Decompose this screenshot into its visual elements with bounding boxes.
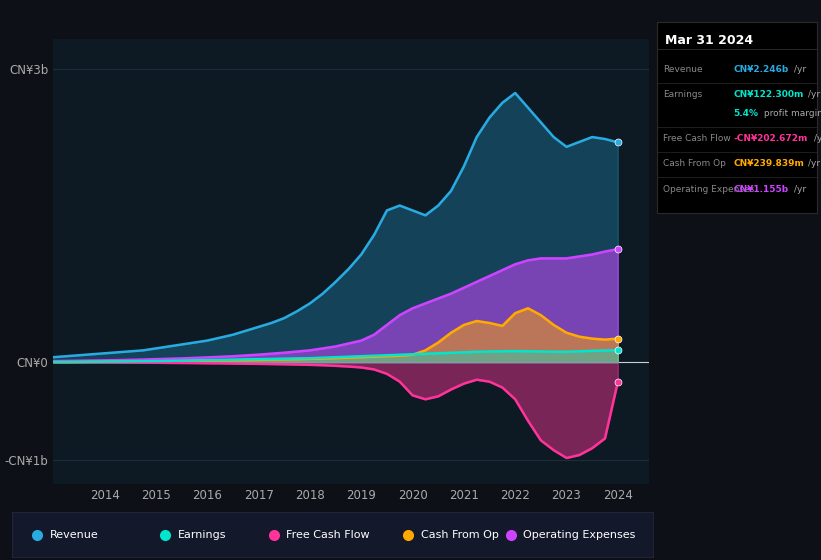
Text: Revenue: Revenue bbox=[663, 66, 703, 74]
Text: /yr: /yr bbox=[814, 134, 821, 143]
Text: /yr: /yr bbox=[808, 159, 819, 168]
Text: CN¥1.155b: CN¥1.155b bbox=[734, 185, 789, 194]
Text: CN¥239.839m: CN¥239.839m bbox=[734, 159, 805, 168]
Text: CN¥2.246b: CN¥2.246b bbox=[734, 66, 789, 74]
Text: 5.4%: 5.4% bbox=[734, 109, 759, 118]
Text: Operating Expenses: Operating Expenses bbox=[523, 530, 635, 540]
Text: Free Cash Flow: Free Cash Flow bbox=[287, 530, 370, 540]
Text: Mar 31 2024: Mar 31 2024 bbox=[665, 34, 753, 47]
Text: Cash From Op: Cash From Op bbox=[421, 530, 498, 540]
Text: CN¥122.300m: CN¥122.300m bbox=[734, 90, 804, 99]
Text: Earnings: Earnings bbox=[177, 530, 226, 540]
Text: -CN¥202.672m: -CN¥202.672m bbox=[734, 134, 808, 143]
Text: /yr: /yr bbox=[794, 66, 806, 74]
Text: Revenue: Revenue bbox=[49, 530, 99, 540]
Text: /yr: /yr bbox=[794, 185, 806, 194]
Text: Cash From Op: Cash From Op bbox=[663, 159, 726, 168]
Text: Free Cash Flow: Free Cash Flow bbox=[663, 134, 731, 143]
Text: Operating Expenses: Operating Expenses bbox=[663, 185, 754, 194]
Text: profit margin: profit margin bbox=[760, 109, 821, 118]
Text: Earnings: Earnings bbox=[663, 90, 703, 99]
Text: /yr: /yr bbox=[808, 90, 819, 99]
